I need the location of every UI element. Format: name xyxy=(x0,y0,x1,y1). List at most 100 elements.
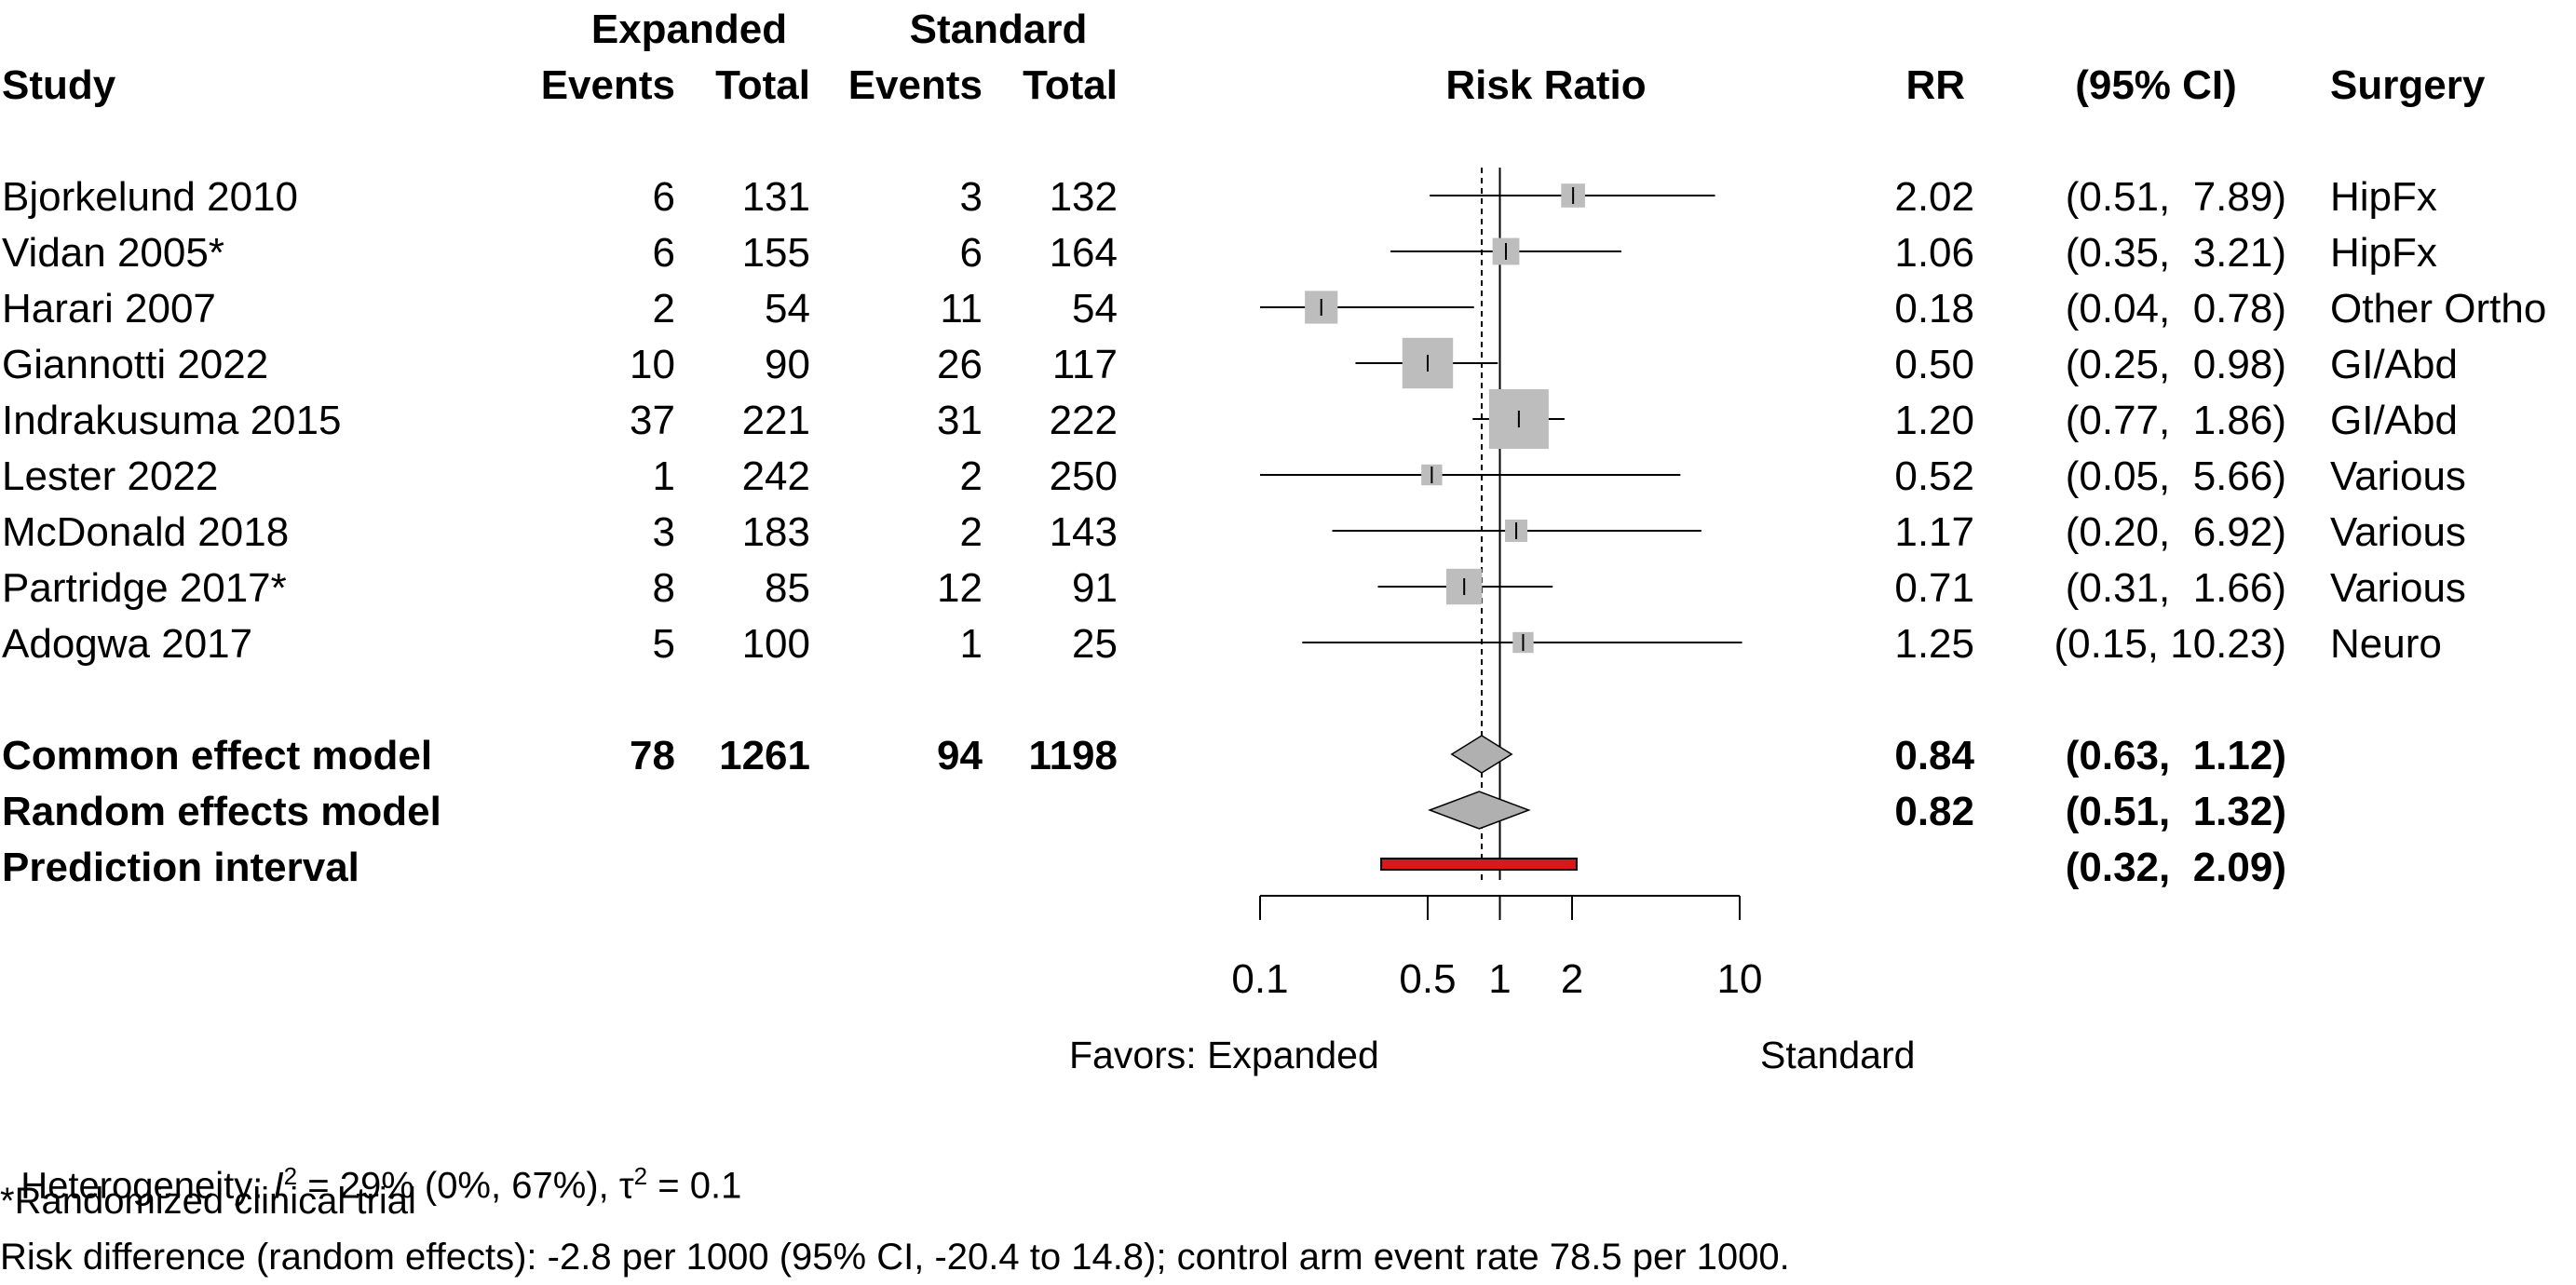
ci-value: (0.63, 1.12) xyxy=(2065,733,2286,778)
rr-value: 0.82 xyxy=(1894,789,1974,834)
header-s-events: Events xyxy=(847,62,983,108)
risk-difference-footnote: Risk difference (random effects): -2.8 p… xyxy=(0,1237,1790,1278)
e-total: 85 xyxy=(765,565,810,611)
i2-superscript: 2 xyxy=(283,1162,298,1190)
s-events: 94 xyxy=(937,733,983,778)
e-total: 221 xyxy=(741,398,810,443)
rr-value: 2.02 xyxy=(1894,174,1974,220)
tau-superscript: 2 xyxy=(633,1162,648,1190)
s-events: 2 xyxy=(959,509,983,555)
surgery-value: Other Ortho xyxy=(2330,286,2547,331)
s-events: 1 xyxy=(959,621,983,667)
header-e-total: Total xyxy=(715,62,810,108)
study-name: Harari 2007 xyxy=(2,286,216,331)
rr-value: 1.25 xyxy=(1894,621,1974,667)
header-rr: RR xyxy=(1905,62,1965,108)
e-events: 10 xyxy=(630,342,675,387)
e-total: 155 xyxy=(741,230,810,276)
common-effect-diamond xyxy=(1450,735,1513,774)
favors-right-label: Standard xyxy=(1760,1034,1916,1076)
summary-name: Random effects model xyxy=(2,789,441,834)
tick-label: 0.1 xyxy=(1231,956,1289,1002)
i2-value: = 29% (0%, 67%), xyxy=(297,1165,619,1207)
s-total: 54 xyxy=(1072,286,1118,331)
surgery-value: HipFx xyxy=(2330,174,2437,220)
ci-value: (0.05, 5.66) xyxy=(2065,453,2286,499)
e-events: 37 xyxy=(630,398,675,443)
ci-value: (0.04, 0.78) xyxy=(2065,286,2286,331)
rr-value: 0.18 xyxy=(1894,286,1974,331)
surgery-value: Various xyxy=(2330,509,2466,555)
e-total: 131 xyxy=(741,174,810,220)
s-total: 132 xyxy=(1049,174,1118,220)
s-total: 143 xyxy=(1049,509,1118,555)
e-events: 2 xyxy=(652,286,675,331)
e-events: 5 xyxy=(652,621,675,667)
s-total: 222 xyxy=(1049,398,1118,443)
surgery-value: HipFx xyxy=(2330,230,2437,276)
s-events: 11 xyxy=(940,286,983,331)
e-total: 100 xyxy=(741,621,810,667)
heterogeneity-prefix: Heterogeneity: xyxy=(20,1165,274,1207)
ci-value: (0.31, 1.66) xyxy=(2065,565,2286,611)
study-name: McDonald 2018 xyxy=(2,509,290,555)
ci-value: (0.51, 1.32) xyxy=(2065,789,2286,834)
e-total: 183 xyxy=(741,509,810,555)
surgery-value: GI/Abd xyxy=(2330,342,2458,387)
s-total: 250 xyxy=(1049,453,1118,499)
tick-label: 0.5 xyxy=(1399,956,1457,1002)
s-total: 1198 xyxy=(1028,733,1118,778)
study-name: Partridge 2017* xyxy=(2,565,287,611)
s-events: 3 xyxy=(959,174,983,220)
ci-value: (0.25, 0.98) xyxy=(2065,342,2286,387)
surgery-value: Neuro xyxy=(2330,621,2442,667)
ci-value: (0.32, 2.09) xyxy=(2065,845,2286,890)
study-name: Giannotti 2022 xyxy=(2,342,269,387)
ci-value: (0.77, 1.86) xyxy=(2065,398,2286,443)
s-total: 164 xyxy=(1049,230,1118,276)
surgery-value: GI/Abd xyxy=(2330,398,2458,443)
e-total: 54 xyxy=(765,286,810,331)
s-events: 6 xyxy=(959,230,983,276)
s-total: 117 xyxy=(1051,342,1118,387)
ci-value: (0.15, 10.23) xyxy=(2054,621,2287,667)
tau-value: = 0.1 xyxy=(647,1165,742,1207)
study-name: Indrakusuma 2015 xyxy=(2,398,342,443)
s-events: 26 xyxy=(937,342,983,387)
random-effects-diamond xyxy=(1428,791,1531,830)
header-surgery: Surgery xyxy=(2330,62,2486,108)
s-events: 12 xyxy=(937,565,983,611)
header-group1: Expanded xyxy=(590,7,788,52)
study-name: Vidan 2005* xyxy=(2,230,224,276)
tick-label: 10 xyxy=(1716,956,1763,1002)
i2-symbol: I xyxy=(273,1165,284,1207)
surgery-value: Various xyxy=(2330,565,2466,611)
e-total: 1261 xyxy=(719,733,810,778)
e-events: 6 xyxy=(652,174,675,220)
rr-value: 1.06 xyxy=(1894,230,1974,276)
ci-value: (0.51, 7.89) xyxy=(2065,174,2286,220)
rr-value: 0.84 xyxy=(1894,733,1974,778)
prediction-interval-bar xyxy=(1380,858,1578,871)
summary-name: Common effect model xyxy=(2,733,433,778)
summary-name: Prediction interval xyxy=(2,845,359,890)
study-name: Bjorkelund 2010 xyxy=(2,174,299,220)
e-events: 3 xyxy=(652,509,675,555)
s-total: 91 xyxy=(1072,565,1118,611)
s-total: 25 xyxy=(1072,621,1118,667)
rr-value: 1.20 xyxy=(1894,398,1974,443)
study-name: Lester 2022 xyxy=(2,453,219,499)
header-risk-ratio: Risk Ratio xyxy=(1445,62,1647,108)
e-events: 8 xyxy=(652,565,675,611)
e-total: 90 xyxy=(765,342,810,387)
e-events: 6 xyxy=(652,230,675,276)
header-group2: Standard xyxy=(909,7,1088,52)
tick-label: 2 xyxy=(1560,956,1584,1002)
e-events: 78 xyxy=(630,733,675,778)
favors-left-label: Favors: Expanded xyxy=(1069,1034,1379,1076)
rr-value: 1.17 xyxy=(1894,509,1974,555)
rr-value: 0.52 xyxy=(1894,453,1974,499)
header-ci: (95% CI) xyxy=(2075,62,2237,108)
header-e-events: Events xyxy=(540,62,675,108)
s-events: 2 xyxy=(959,453,983,499)
